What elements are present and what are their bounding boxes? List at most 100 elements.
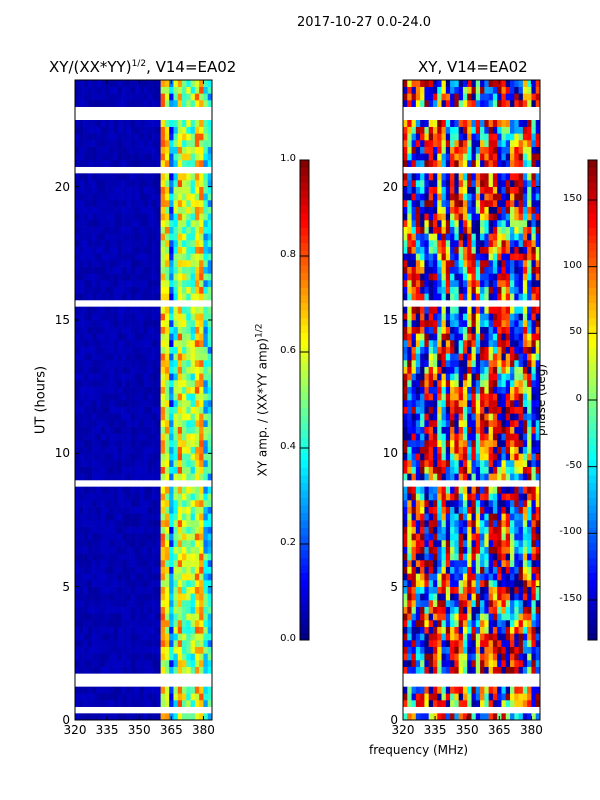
heatmap-cell — [194, 80, 200, 87]
heatmap-cell — [415, 633, 421, 641]
heatmap-cell — [194, 593, 200, 601]
heatmap-cell — [203, 173, 209, 181]
heatmap-cell — [471, 580, 477, 587]
heatmap-cell — [199, 526, 204, 534]
heatmap-cell — [407, 353, 412, 361]
heatmap-cell — [407, 386, 412, 394]
heatmap-cell — [156, 293, 161, 301]
heatmap-cell — [492, 560, 498, 567]
colorbar-segment — [300, 385, 309, 393]
heatmap-cell — [445, 660, 451, 667]
heatmap-cell — [454, 540, 459, 547]
heatmap-cell — [143, 380, 149, 387]
heatmap-cell — [122, 526, 127, 534]
heatmap-cell — [403, 626, 408, 634]
heatmap-cell — [156, 646, 161, 654]
heatmap-cell — [156, 453, 161, 461]
heatmap-cell — [420, 353, 425, 361]
heatmap-cell — [190, 266, 196, 274]
heatmap-cell — [501, 640, 507, 647]
heatmap-cell — [147, 246, 153, 254]
heatmap-cell — [207, 633, 213, 641]
heatmap-cell — [79, 460, 84, 467]
heatmap-cell — [420, 540, 425, 547]
heatmap-cell — [169, 286, 174, 294]
heatmap-cell — [437, 460, 442, 467]
heatmap-cell — [83, 226, 89, 234]
heatmap-cell — [484, 406, 489, 414]
heatmap-cell — [156, 573, 161, 581]
left-panel-title: XY/(XX*YY)1/2, V14=EA02 — [49, 58, 236, 76]
heatmap-cell — [480, 326, 485, 334]
heatmap-cell — [113, 286, 119, 294]
heatmap-cell — [87, 280, 93, 287]
heatmap-cell — [415, 393, 421, 401]
heatmap-cell — [177, 340, 183, 347]
heatmap-cell — [122, 100, 127, 107]
heatmap-cell — [207, 186, 213, 194]
heatmap-cell — [203, 466, 209, 474]
heatmap-cell — [117, 500, 123, 507]
heatmap-cell — [462, 546, 468, 554]
heatmap-cell — [190, 553, 196, 561]
heatmap-cell — [113, 633, 119, 641]
heatmap-cell — [87, 620, 93, 627]
heatmap-cell — [87, 273, 93, 281]
heatmap-cell — [134, 120, 140, 127]
heatmap-cell — [169, 420, 174, 427]
heatmap-cell — [143, 620, 149, 627]
heatmap-cell — [415, 293, 421, 301]
heatmap-cell — [117, 326, 123, 334]
heatmap-cell — [424, 500, 429, 507]
heatmap-cell — [527, 313, 532, 321]
heatmap-cell — [156, 546, 161, 554]
heatmap-cell — [177, 126, 183, 134]
heatmap-cell — [100, 640, 106, 647]
heatmap-cell — [407, 366, 412, 374]
heatmap-cell — [471, 380, 477, 387]
colorbar-segment — [300, 310, 309, 318]
heatmap-cell — [79, 640, 84, 647]
heatmap-cell — [497, 606, 502, 614]
heatmap-cell — [420, 640, 425, 647]
heatmap-cell — [79, 213, 84, 221]
heatmap-cell — [143, 373, 149, 381]
heatmap-cell — [450, 313, 455, 321]
heatmap-cell — [203, 620, 209, 627]
heatmap-cell — [531, 260, 537, 267]
heatmap-cell — [75, 460, 80, 467]
heatmap-cell — [143, 220, 149, 227]
heatmap-cell — [514, 360, 519, 367]
heatmap-cell — [126, 226, 131, 234]
heatmap-cell — [96, 313, 101, 321]
heatmap-cell — [207, 500, 213, 507]
heatmap-cell — [79, 333, 84, 341]
heatmap-cell — [147, 560, 153, 567]
heatmap-cell — [505, 553, 511, 561]
heatmap-cell — [130, 313, 136, 321]
heatmap-cell — [134, 700, 140, 707]
heatmap-cell — [199, 340, 204, 347]
heatmap-cell — [514, 400, 519, 407]
heatmap-cell — [501, 626, 507, 634]
heatmap-cell — [169, 660, 174, 667]
heatmap-cell — [104, 420, 110, 427]
heatmap-cell — [143, 526, 149, 534]
heatmap-cell — [428, 580, 434, 587]
heatmap-cell — [467, 546, 472, 554]
heatmap-cell — [518, 320, 524, 327]
heatmap-cell — [186, 293, 191, 301]
heatmap-cell — [139, 386, 144, 394]
heatmap-cell — [411, 580, 417, 587]
heatmap-cell — [96, 406, 101, 414]
heatmap-cell — [160, 406, 166, 414]
heatmap-cell — [122, 700, 127, 707]
heatmap-cell — [531, 506, 537, 514]
heatmap-cell — [488, 520, 494, 527]
heatmap-cell — [139, 220, 144, 227]
heatmap-cell — [75, 633, 80, 641]
heatmap-cell — [527, 600, 532, 607]
heatmap-cell — [117, 506, 123, 514]
heatmap-cell — [143, 86, 149, 94]
heatmap-cell — [437, 313, 442, 321]
